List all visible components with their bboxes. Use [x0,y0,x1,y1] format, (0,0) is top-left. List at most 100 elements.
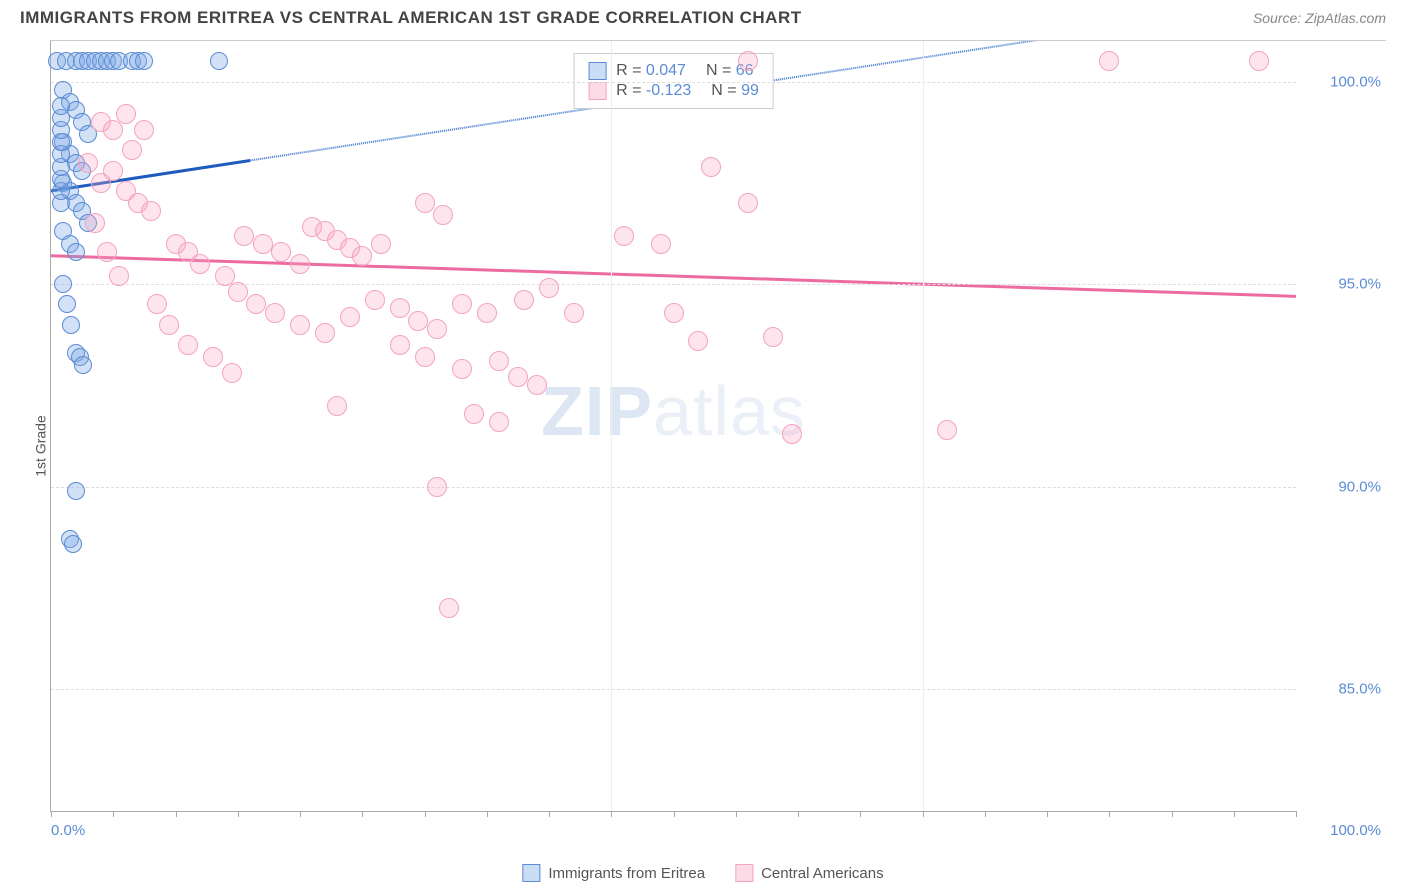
data-point [327,396,347,416]
x-tick-mark [487,811,488,817]
x-tick-mark [736,811,737,817]
legend-swatch [735,864,753,882]
data-point [54,275,72,293]
data-point [508,367,528,387]
x-tick-mark [1109,811,1110,817]
data-point [439,598,459,618]
data-point [315,323,335,343]
x-tick-mark [798,811,799,817]
x-tick-mark [176,811,177,817]
x-tick-mark [1047,811,1048,817]
data-point [178,335,198,355]
x-tick-label-max: 100.0% [1301,822,1381,839]
data-point [134,120,154,140]
data-point [190,254,210,274]
data-point [78,153,98,173]
series-legend: Immigrants from Eritrea Central Americans [522,864,883,882]
data-point [371,234,391,254]
data-point [937,420,957,440]
data-point [234,226,254,246]
x-tick-mark [238,811,239,817]
data-point [415,193,435,213]
stat-r: R = 0.047 [616,62,686,80]
data-point [159,315,179,335]
data-point [489,412,509,432]
data-point [408,311,428,331]
data-point [433,205,453,225]
data-point [427,319,447,339]
data-point [85,213,105,233]
data-point [62,316,80,334]
data-point [688,331,708,351]
x-tick-mark [300,811,301,817]
legend-item: Immigrants from Eritrea [522,864,705,882]
data-point [116,104,136,124]
x-tick-mark [362,811,363,817]
chart-container: ZIPatlas R = 0.047N = 66R = -0.123N = 99… [50,40,1386,842]
data-point [210,52,228,70]
data-point [738,193,758,213]
data-point [489,351,509,371]
data-point [228,282,248,302]
y-tick-label: 95.0% [1301,276,1381,293]
y-tick-label: 90.0% [1301,478,1381,495]
data-point [109,266,129,286]
data-point [664,303,684,323]
data-point [74,356,92,374]
gridline-h [51,487,1296,488]
y-axis-label: 1st Grade [33,415,49,476]
data-point [1249,51,1269,71]
x-tick-mark [1296,811,1297,817]
stat-n: N = 99 [711,82,759,100]
data-point [290,315,310,335]
x-tick-mark [425,811,426,817]
gridline-v [611,41,612,811]
data-point [290,254,310,274]
data-point [141,201,161,221]
data-point [271,242,291,262]
data-point [265,303,285,323]
data-point [763,327,783,347]
stats-row: R = 0.047N = 66 [588,62,759,80]
trend-lines [51,41,1296,811]
data-point [514,290,534,310]
chart-title: IMMIGRANTS FROM ERITREA VS CENTRAL AMERI… [20,8,802,28]
gridline-h [51,689,1296,690]
data-point [340,307,360,327]
data-point [67,482,85,500]
data-point [701,157,721,177]
data-point [614,226,634,246]
x-tick-label-min: 0.0% [51,822,85,839]
source-attribution: Source: ZipAtlas.com [1253,10,1386,26]
legend-label: Central Americans [761,865,884,882]
data-point [147,294,167,314]
data-point [103,120,123,140]
data-point [477,303,497,323]
data-point [539,278,559,298]
stats-row: R = -0.123 N = 99 [588,82,759,100]
x-tick-mark [674,811,675,817]
data-point [390,298,410,318]
y-tick-label: 100.0% [1301,73,1381,90]
data-point [464,404,484,424]
legend-item: Central Americans [735,864,884,882]
x-tick-mark [549,811,550,817]
x-tick-mark [923,811,924,817]
legend-swatch [588,62,606,80]
data-point [738,51,758,71]
x-tick-mark [51,811,52,817]
stat-r: R = -0.123 [616,82,691,100]
plot-area: ZIPatlas R = 0.047N = 66R = -0.123N = 99… [50,41,1296,812]
data-point [651,234,671,254]
data-point [64,535,82,553]
data-point [452,294,472,314]
gridline-h [51,82,1296,83]
data-point [97,242,117,262]
x-tick-mark [985,811,986,817]
x-tick-mark [611,811,612,817]
data-point [390,335,410,355]
data-point [1099,51,1119,71]
data-point [122,140,142,160]
legend-label: Immigrants from Eritrea [548,865,705,882]
y-tick-label: 85.0% [1301,681,1381,698]
